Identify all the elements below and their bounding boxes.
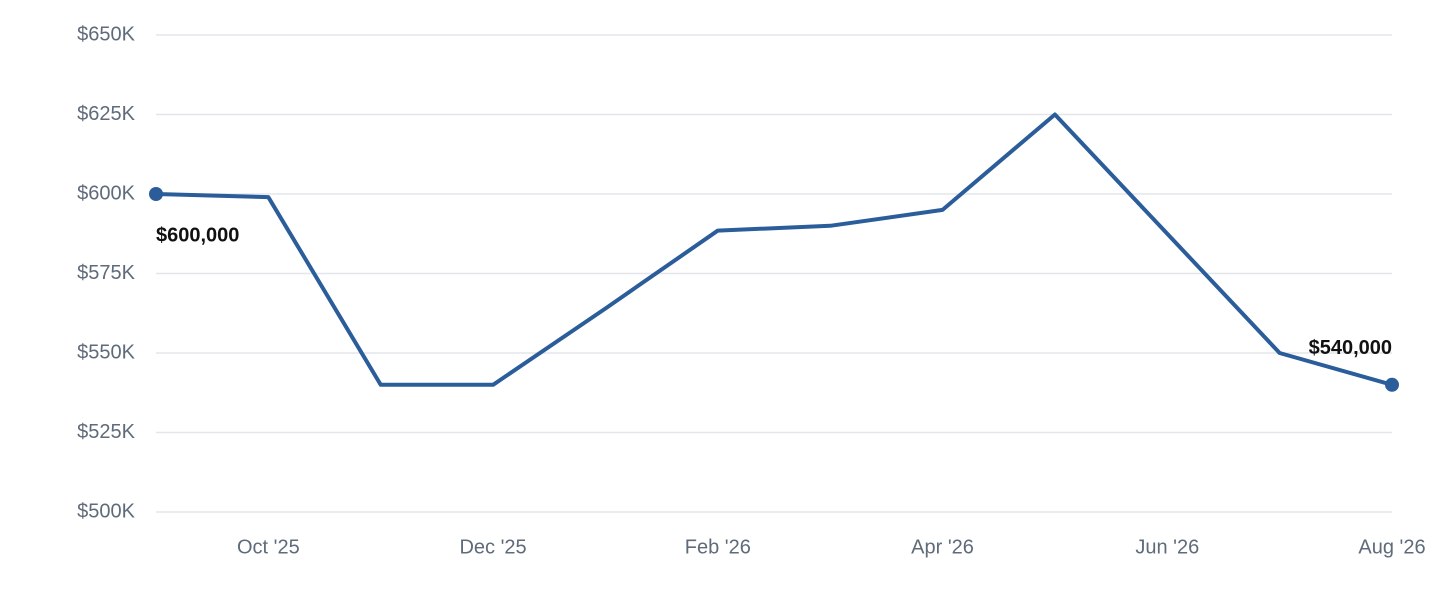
y-tick-label: $500K [77,500,135,522]
x-tick-label: Dec '25 [459,536,526,558]
y-tick-label: $550K [77,341,135,363]
y-tick-label: $575K [77,262,135,284]
y-tick-label: $525K [77,421,135,443]
x-tick-label: Feb '26 [685,536,751,558]
x-tick-label: Jun '26 [1135,536,1199,558]
x-tick-label: Aug '26 [1358,536,1425,558]
point-marker [149,187,163,201]
x-tick-label: Oct '25 [237,536,300,558]
y-tick-label: $625K [77,103,135,125]
point-marker [1385,377,1399,392]
y-tick-label: $650K [77,23,135,45]
data-label: $600,000 [156,224,239,246]
data-label: $540,000 [1309,337,1392,359]
data-line [155,112,1393,387]
x-tick-label: Apr '26 [911,536,974,558]
y-tick-label: $600K [77,182,135,204]
